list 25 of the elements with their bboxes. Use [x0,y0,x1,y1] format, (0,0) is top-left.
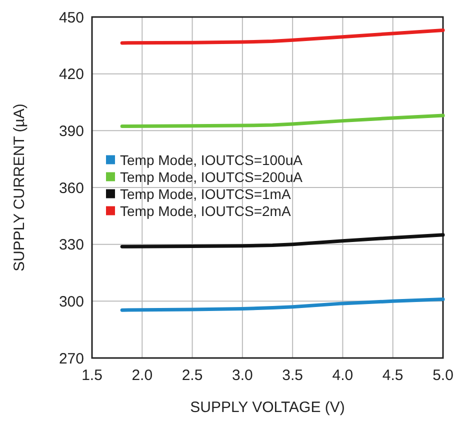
line-series [120,114,445,128]
y-axis-title: SUPPLY CURRENT (µA) [11,104,28,272]
legend-label: Temp Mode, IOUTCS=2mA [120,203,292,220]
x-axis-title: SUPPLY VOLTAGE (V) [190,399,345,416]
legend-label: Temp Mode, IOUTCS=1mA [120,186,292,202]
x-tick-label: 2.0 [132,367,153,384]
y-tick-label: 390 [58,122,84,140]
y-tick-label: 360 [58,180,84,197]
x-tick-label: 1.5 [82,367,102,384]
line-series [120,298,445,312]
x-tick-label: 4.5 [382,367,404,384]
x-tick-label: 3.0 [232,367,253,384]
y-tick-label: 450 [58,9,84,26]
x-tick-label: 5.0 [432,367,454,384]
legend-label: Temp Mode, IOUTCS=100uA [120,152,304,168]
line-series [120,233,445,248]
y-tick-label: 330 [58,236,84,254]
x-tick-label: 2.5 [182,367,203,384]
y-tick-label: 420 [58,66,84,84]
y-tick-label: 300 [58,293,84,310]
y-tick-label: 270 [58,350,84,368]
x-tick-label: 4.0 [332,367,354,384]
line-series [120,28,445,45]
legend-label: Temp Mode, IOUTCS=200uA [120,169,304,186]
x-tick-label: 3.5 [282,367,303,384]
